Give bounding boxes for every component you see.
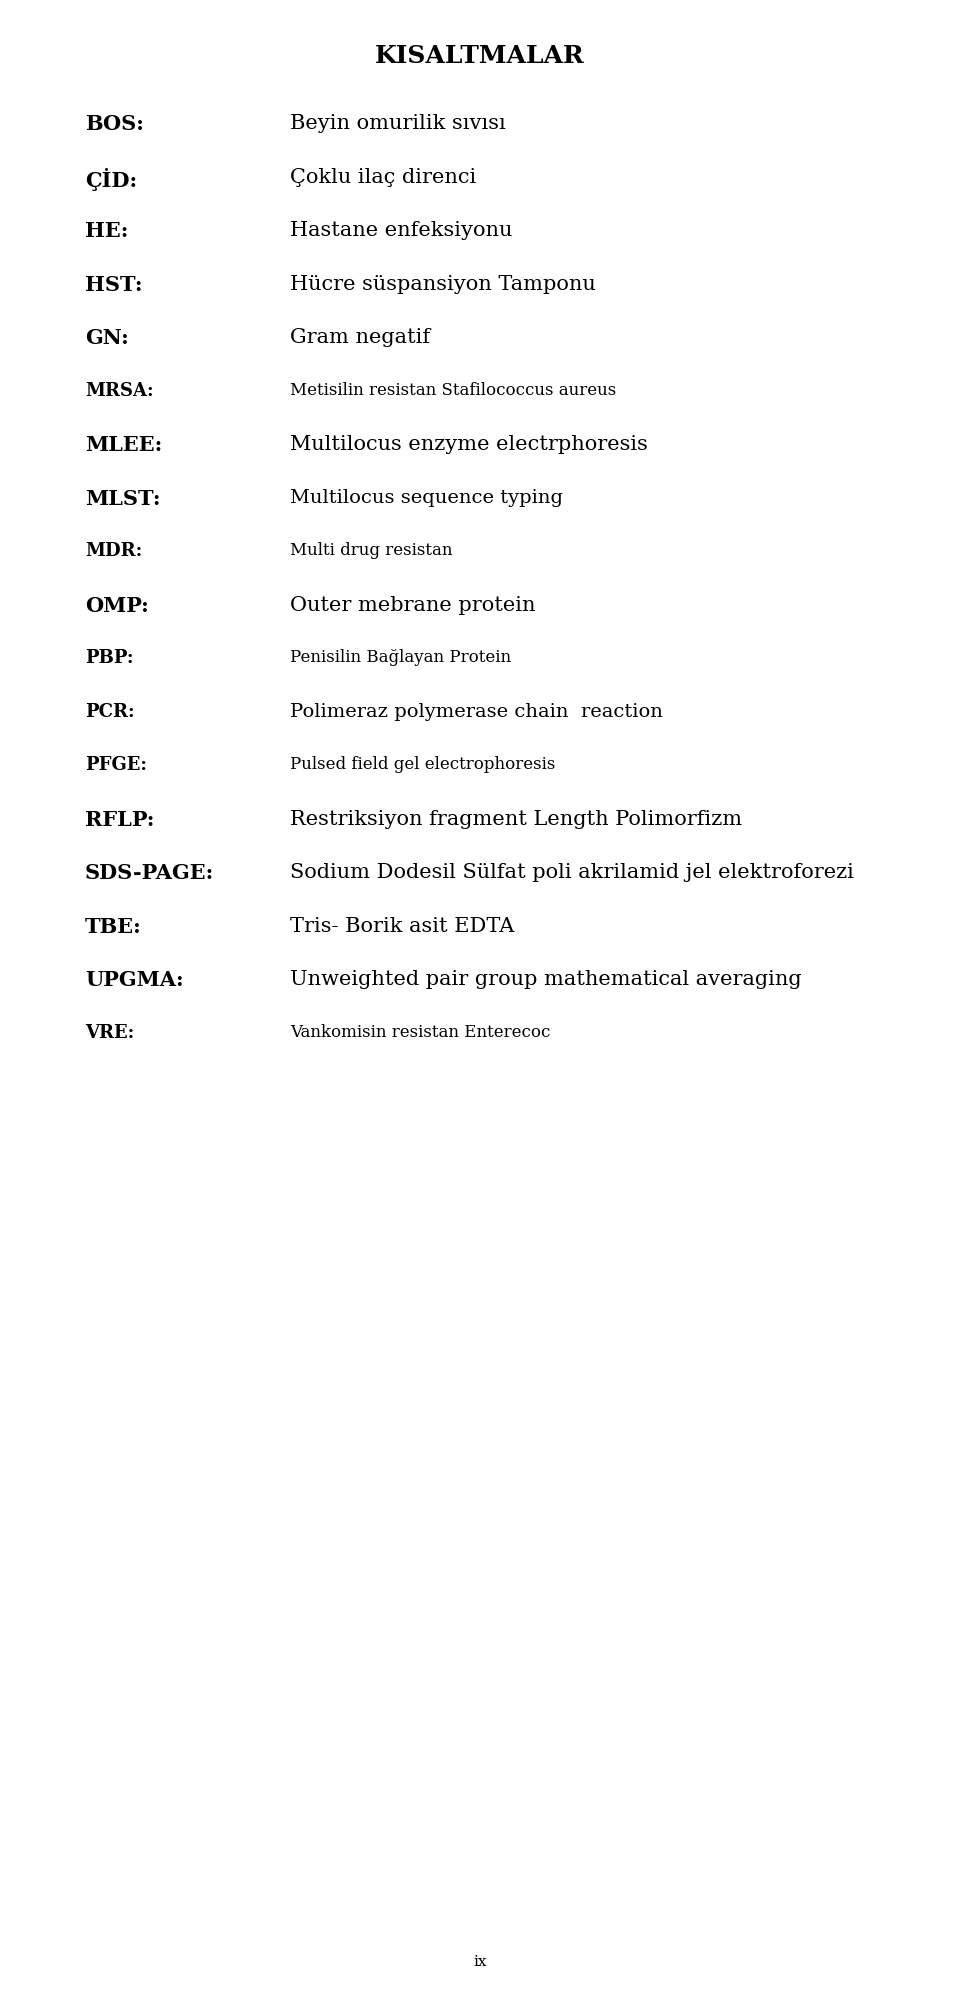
Text: Polimeraz polymerase chain  reaction: Polimeraz polymerase chain reaction: [290, 703, 662, 721]
Text: Vankomisin resistan Enterecoc: Vankomisin resistan Enterecoc: [290, 1024, 550, 1040]
Text: Outer mebrane protein: Outer mebrane protein: [290, 595, 536, 615]
Text: GN:: GN:: [85, 329, 129, 349]
Text: Metisilin resistan Stafilococcus aureus: Metisilin resistan Stafilococcus aureus: [290, 381, 616, 399]
Text: MDR:: MDR:: [85, 541, 142, 559]
Text: MLEE:: MLEE:: [85, 435, 162, 455]
Text: OMP:: OMP:: [85, 595, 149, 615]
Text: RFLP:: RFLP:: [85, 810, 155, 830]
Text: VRE:: VRE:: [85, 1024, 134, 1042]
Text: Pulsed field gel electrophoresis: Pulsed field gel electrophoresis: [290, 756, 556, 774]
Text: HST:: HST:: [85, 275, 142, 295]
Text: Çoklu ilaç direnci: Çoklu ilaç direnci: [290, 168, 476, 186]
Text: KISALTMALAR: KISALTMALAR: [375, 44, 585, 68]
Text: Tris- Borik asit EDTA: Tris- Borik asit EDTA: [290, 916, 515, 936]
Text: UPGMA:: UPGMA:: [85, 970, 183, 990]
Text: Sodium Dodesil Sülfat poli akrilamid jel elektroforezi: Sodium Dodesil Sülfat poli akrilamid jel…: [290, 864, 853, 882]
Text: PCR:: PCR:: [85, 703, 134, 721]
Text: Beyin omurilik sıvısı: Beyin omurilik sıvısı: [290, 114, 506, 132]
Text: ÇİD:: ÇİD:: [85, 168, 137, 190]
Text: SDS-PAGE:: SDS-PAGE:: [85, 864, 214, 884]
Text: HE:: HE:: [85, 220, 129, 240]
Text: TBE:: TBE:: [85, 916, 142, 936]
Text: ix: ix: [473, 1956, 487, 1970]
Text: Hastane enfeksiyonu: Hastane enfeksiyonu: [290, 220, 513, 240]
Text: Hücre süspansiyon Tamponu: Hücre süspansiyon Tamponu: [290, 275, 596, 293]
Text: Multilocus sequence typing: Multilocus sequence typing: [290, 489, 563, 507]
Text: PBP:: PBP:: [85, 649, 133, 667]
Text: MRSA:: MRSA:: [85, 381, 154, 399]
Text: Multilocus enzyme electrphoresis: Multilocus enzyme electrphoresis: [290, 435, 648, 455]
Text: Multi drug resistan: Multi drug resistan: [290, 541, 452, 559]
Text: Penisilin Bağlayan Protein: Penisilin Bağlayan Protein: [290, 649, 511, 665]
Text: MLST:: MLST:: [85, 489, 160, 509]
Text: PFGE:: PFGE:: [85, 756, 147, 774]
Text: Restriksiyon fragment Length Polimorfizm: Restriksiyon fragment Length Polimorfizm: [290, 810, 742, 828]
Text: Gram negatif: Gram negatif: [290, 329, 430, 347]
Text: Unweighted pair group mathematical averaging: Unweighted pair group mathematical avera…: [290, 970, 802, 990]
Text: BOS:: BOS:: [85, 114, 144, 134]
